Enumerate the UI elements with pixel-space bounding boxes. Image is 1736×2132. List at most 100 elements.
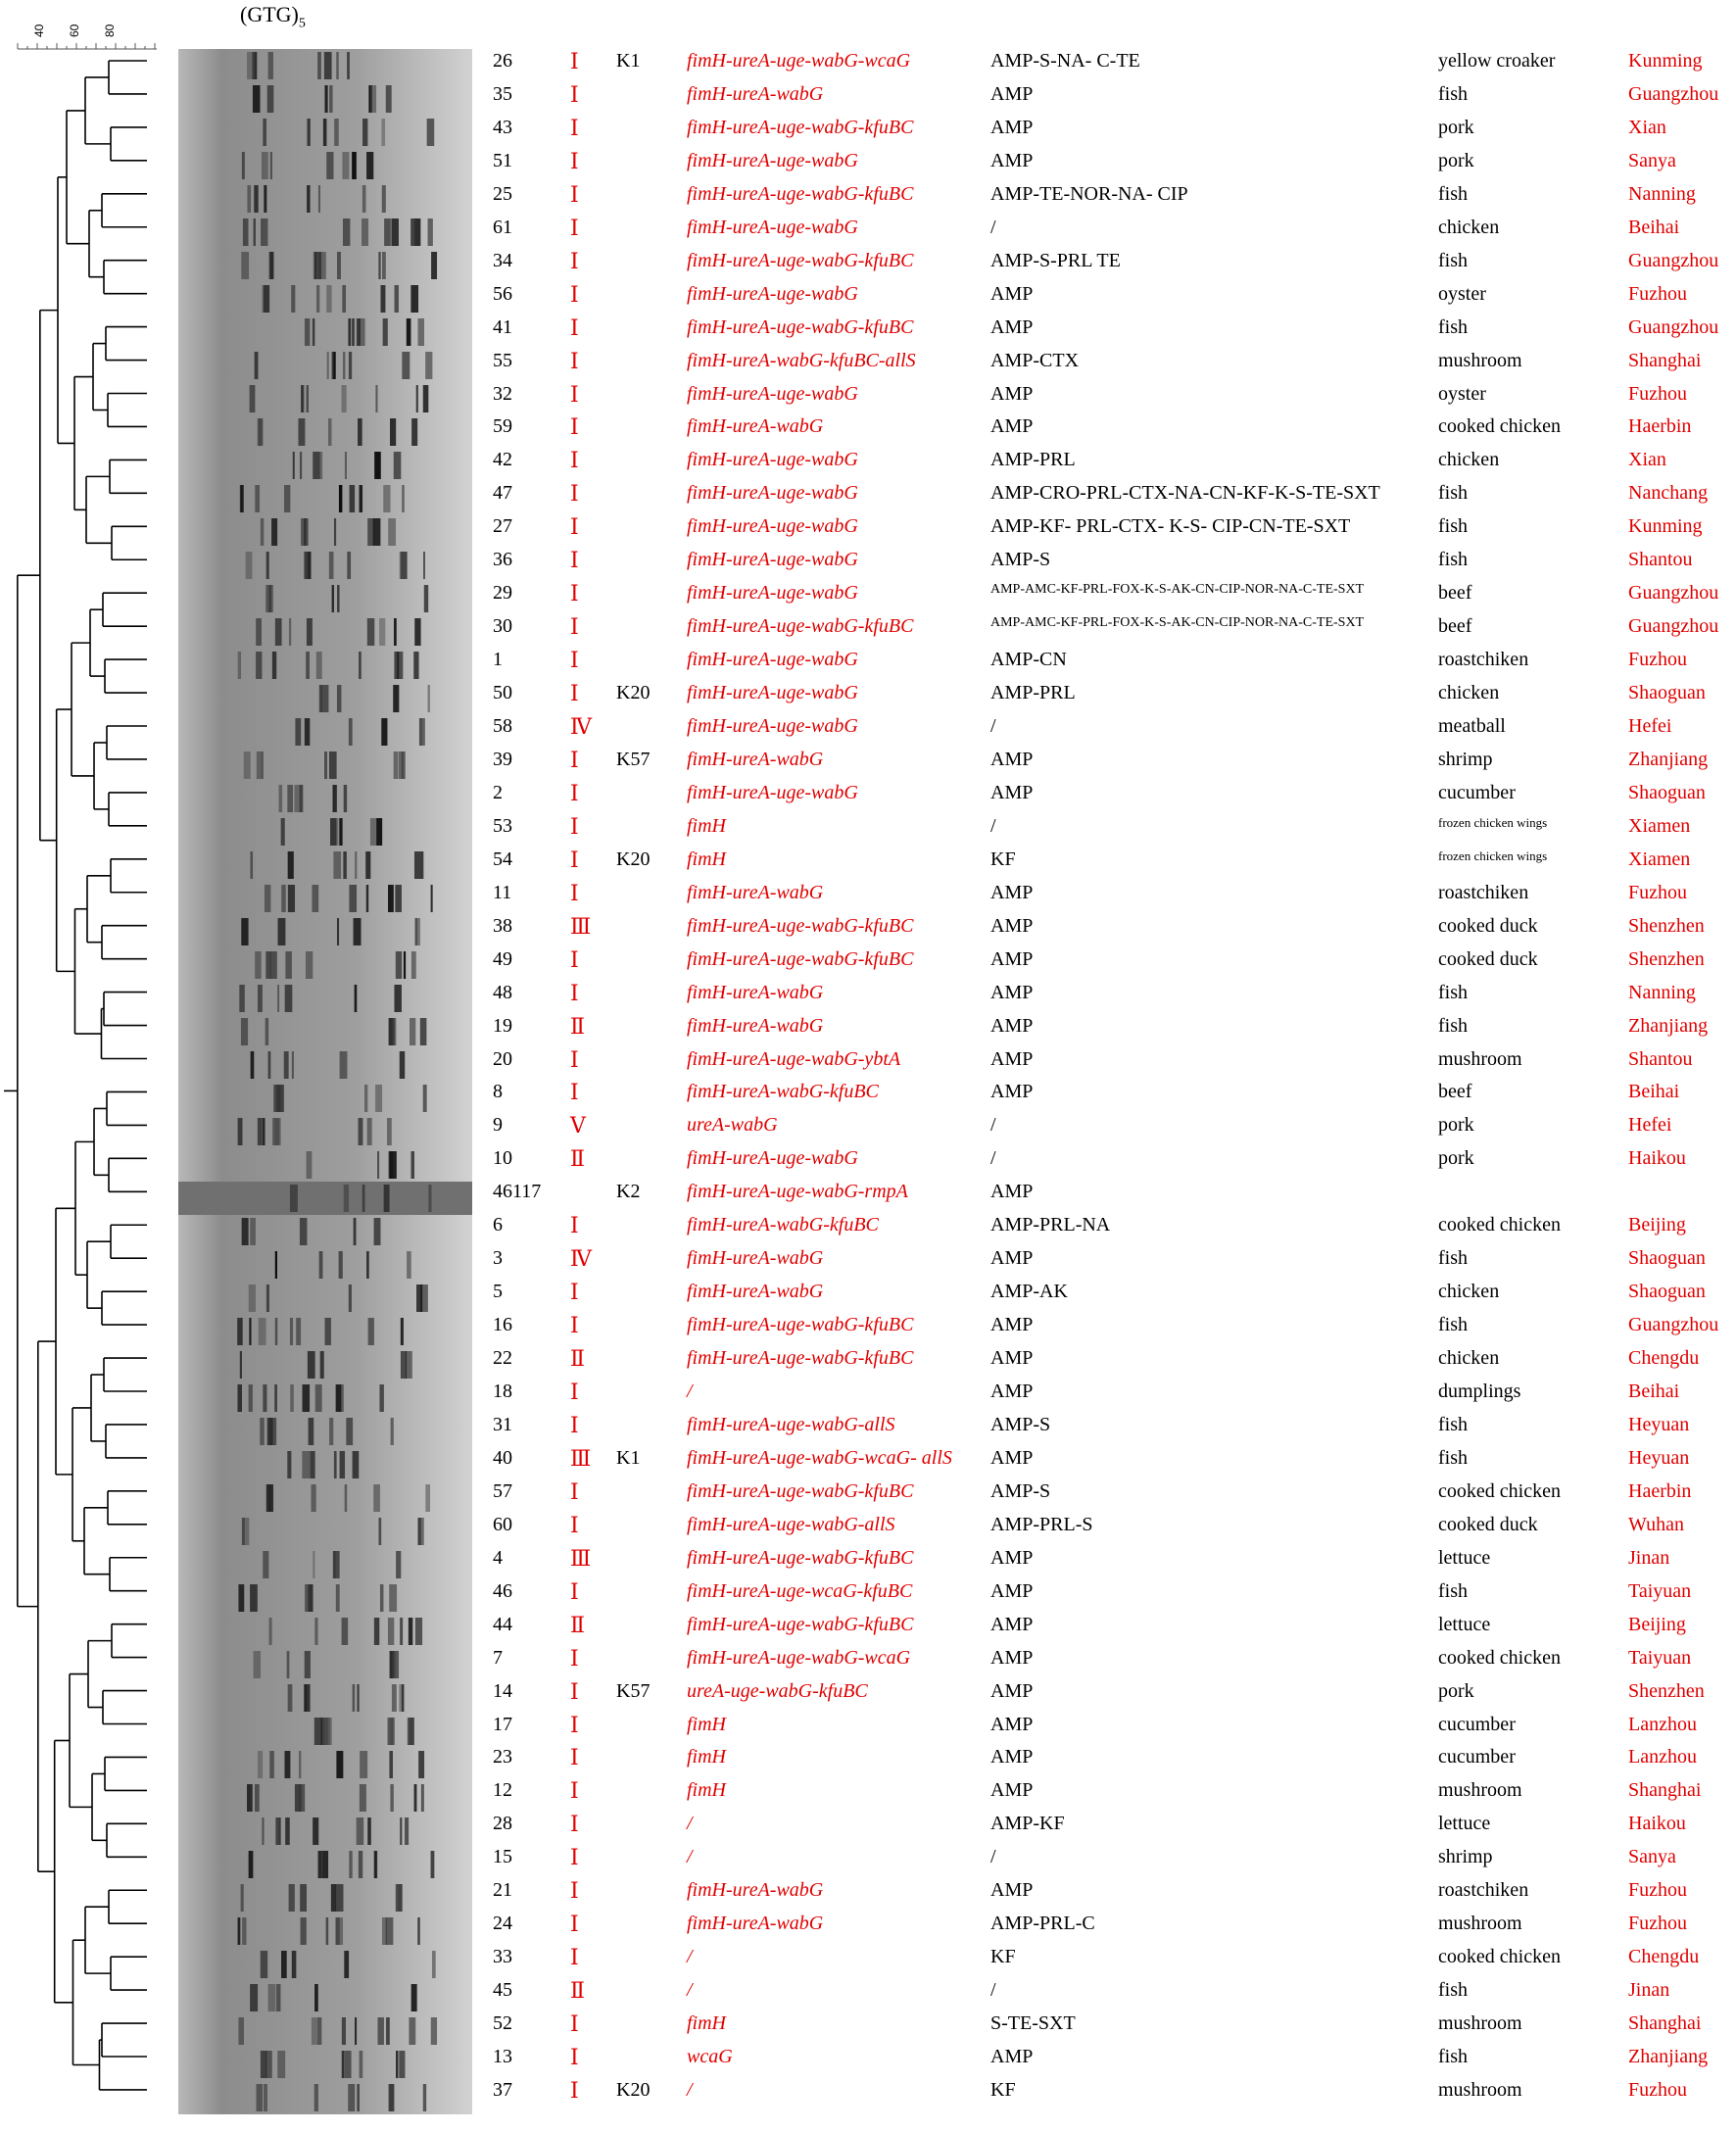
gel-band [348, 352, 353, 379]
gel-band [255, 485, 260, 512]
virulence-genes: fimH-ureA-wabG [687, 748, 824, 770]
gel-band [299, 1751, 302, 1778]
gel-lane [178, 815, 472, 849]
gel-band [431, 252, 438, 279]
gel-band [375, 385, 378, 412]
gel-band [250, 1984, 259, 2011]
gel-band [307, 185, 311, 213]
gel-band [400, 1351, 408, 1379]
gel-band [332, 1551, 336, 1578]
cluster-label: Ⅰ [570, 381, 579, 407]
gel-band [365, 885, 369, 912]
gel-band [383, 1185, 390, 1212]
isolate-id: 46117 [493, 1181, 542, 1203]
virulence-genes: fimH-ureA-wabG-kfuBC [687, 1214, 879, 1236]
gel-band [326, 352, 329, 379]
gel-band [352, 318, 355, 346]
gel-band [336, 252, 341, 279]
gel-band [354, 985, 358, 1012]
city: Fuzhou [1628, 649, 1687, 671]
gel-band [383, 485, 391, 512]
cluster-label: Ⅰ [570, 1912, 579, 1937]
scale-label-40: 40 [32, 24, 46, 37]
gel-band [430, 2017, 438, 2045]
capsule-type: K57 [616, 1679, 651, 1702]
gel-band [270, 951, 277, 979]
cluster-label: Ⅰ [570, 1645, 579, 1671]
gel-band [413, 1784, 417, 1812]
cluster-label: Ⅰ [570, 315, 579, 340]
gel-band [240, 485, 244, 512]
resistance-profile: AMP [990, 1047, 1034, 1070]
food-source: fish [1438, 482, 1468, 505]
gel-band [362, 185, 366, 213]
cluster-label: Ⅲ [570, 1545, 592, 1571]
food-source: cooked chicken [1438, 1479, 1561, 1502]
cluster-label: Ⅳ [570, 714, 592, 739]
virulence-genes: fimH-ureA-uge-wabG-kfuBC [687, 947, 914, 970]
resistance-profile: AMP [990, 1546, 1034, 1569]
gel-band [237, 1384, 242, 1412]
gel-band [311, 1484, 316, 1512]
city: Hefei [1628, 715, 1672, 737]
gel-band [370, 85, 377, 113]
city: Fuzhou [1628, 1913, 1687, 1935]
gel-band [300, 1884, 307, 1912]
cluster-label: Ⅰ [570, 847, 579, 872]
gel-band [313, 452, 320, 479]
isolate-id: 58 [493, 715, 512, 737]
isolate-id: 13 [493, 2046, 512, 2067]
gel-band [376, 818, 383, 846]
virulence-genes: / [687, 1979, 693, 2002]
gel-band [378, 252, 381, 279]
virulence-genes: / [687, 1946, 693, 1968]
gel-band [397, 652, 404, 679]
food-source: fish [1438, 1446, 1468, 1469]
city: Haerbin [1628, 415, 1692, 438]
gel-band [400, 1618, 404, 1645]
resistance-profile: AMP [990, 1646, 1034, 1669]
gel-band [239, 985, 245, 1012]
resistance-profile: / [990, 814, 996, 837]
food-source: cooked chicken [1438, 1946, 1561, 1968]
resistance-profile: AMP-S [990, 1479, 1051, 1502]
resistance-profile: AMP [990, 1381, 1034, 1402]
gel-band [408, 1618, 413, 1645]
gel-lane [178, 2081, 472, 2114]
gel-band [263, 1551, 269, 1578]
gel-band [278, 1817, 281, 1845]
gel-band [394, 285, 399, 313]
gel-band [379, 1384, 384, 1412]
gel-band [291, 285, 296, 313]
gel-band [344, 452, 347, 479]
gel-lane [178, 749, 472, 783]
isolate-id: 6 [493, 1214, 503, 1236]
resistance-profile: AMP [990, 2046, 1034, 2067]
gel-lane [178, 1448, 472, 1482]
gel-band [353, 918, 362, 945]
gel-band [263, 119, 266, 146]
resistance-profile: AMP-AK [990, 1281, 1068, 1303]
virulence-genes: fimH-ureA-wabG [687, 1879, 824, 1902]
gel-lane [178, 915, 472, 949]
gel-band [336, 685, 342, 712]
capsule-type: K1 [616, 50, 641, 72]
gel-band [261, 751, 264, 779]
scale-label-80: 80 [103, 24, 117, 37]
gel-band [287, 851, 294, 879]
gel-band [347, 552, 352, 579]
isolate-id: 49 [493, 947, 512, 970]
virulence-genes: fimH-ureA-uge-wabG-allS [687, 1513, 895, 1535]
virulence-genes: fimH [687, 1713, 726, 1735]
gel-band [265, 585, 273, 612]
gel-band [366, 618, 375, 646]
gel-band [415, 385, 418, 412]
city: Wuhan [1628, 1513, 1684, 1535]
gel-band [315, 285, 320, 313]
gel-band [327, 418, 332, 446]
gel-band [386, 2017, 390, 2045]
gel-lane [178, 948, 472, 983]
gel-band [254, 1784, 260, 1812]
gel-lane [178, 216, 472, 250]
gel-band [318, 252, 326, 279]
